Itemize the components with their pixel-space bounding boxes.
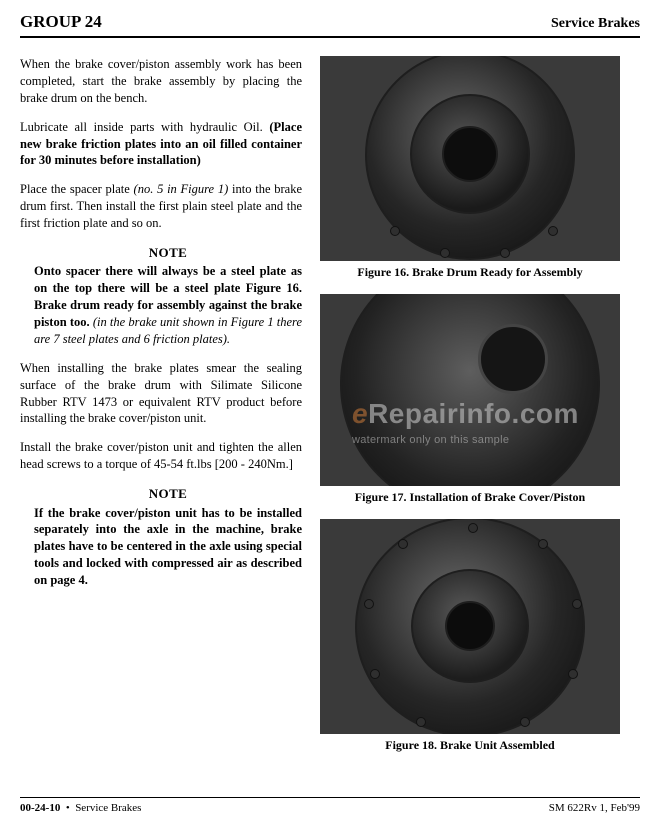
paragraph-1: When the brake cover/piston assembly wor… <box>20 56 302 107</box>
footer-left: 00-24-10 • Service Brakes <box>20 802 141 814</box>
bolt-icon <box>568 669 578 679</box>
note-1-heading: NOTE <box>34 244 302 262</box>
bolt-icon <box>364 599 374 609</box>
paragraph-2: Lubricate all inside parts with hydrauli… <box>20 119 302 170</box>
paragraph-5: Install the brake cover/piston unit and … <box>20 439 302 473</box>
brake-drum-inner <box>442 126 498 182</box>
bolt-icon <box>572 599 582 609</box>
brake-cover-port <box>478 324 548 394</box>
note-1: NOTE Onto spacer there will always be a … <box>34 244 302 348</box>
paragraph-3-ref: (no. 5 in Figure 1) <box>134 182 229 196</box>
paragraph-2-lead: Lubricate all inside parts with hydrauli… <box>20 120 263 134</box>
page-header: GROUP 24 Service Brakes <box>20 12 640 38</box>
figure-18-caption: Figure 18. Brake Unit Assembled <box>320 738 620 753</box>
bolt-icon <box>416 717 426 727</box>
page-footer: 00-24-10 • Service Brakes SM 622Rv 1, Fe… <box>20 797 640 814</box>
brake-cover-outer <box>340 294 600 486</box>
figure-17: Figure 17. Installation of Brake Cover/P… <box>320 294 620 505</box>
paragraph-3: Place the spacer plate (no. 5 in Figure … <box>20 181 302 232</box>
bolt-icon <box>468 523 478 533</box>
figure-column: Figure 16. Brake Drum Ready for Assembly… <box>320 56 620 767</box>
bolt-icon <box>500 248 510 258</box>
bolt-icon <box>548 226 558 236</box>
figure-18: Figure 18. Brake Unit Assembled <box>320 519 620 753</box>
figure-16-caption: Figure 16. Brake Drum Ready for Assembly <box>320 265 620 280</box>
figure-17-image <box>320 294 620 486</box>
figure-16-image <box>320 56 620 261</box>
footer-page-number: 00-24-10 <box>20 802 60 814</box>
figure-18-image <box>320 519 620 734</box>
group-title: GROUP 24 <box>20 12 102 32</box>
text-column: When the brake cover/piston assembly wor… <box>20 56 302 767</box>
note-2-heading: NOTE <box>34 485 302 503</box>
bolt-icon <box>398 539 408 549</box>
footer-right: SM 622Rv 1, Feb'99 <box>549 802 640 814</box>
footer-section: Service Brakes <box>75 802 141 814</box>
figure-17-caption: Figure 17. Installation of Brake Cover/P… <box>320 490 620 505</box>
figure-16: Figure 16. Brake Drum Ready for Assembly <box>320 56 620 280</box>
content-area: When the brake cover/piston assembly wor… <box>20 56 640 767</box>
section-title-header: Service Brakes <box>551 16 640 32</box>
footer-doc-id: SM 622Rv 1, Feb'99 <box>549 802 640 814</box>
bolt-icon <box>370 669 380 679</box>
bolt-icon <box>520 717 530 727</box>
bolt-icon <box>538 539 548 549</box>
paragraph-4: When installing the brake plates smear t… <box>20 360 302 428</box>
note-2: NOTE If the brake cover/piston unit has … <box>34 485 302 589</box>
footer-bullet: • <box>66 802 70 814</box>
note-1-body: Onto spacer there will always be a steel… <box>34 263 302 347</box>
paragraph-3-a: Place the spacer plate <box>20 182 134 196</box>
bolt-icon <box>440 248 450 258</box>
bolt-icon <box>390 226 400 236</box>
note-2-body: If the brake cover/piston unit has to be… <box>34 505 302 589</box>
brake-unit-inner <box>445 601 495 651</box>
